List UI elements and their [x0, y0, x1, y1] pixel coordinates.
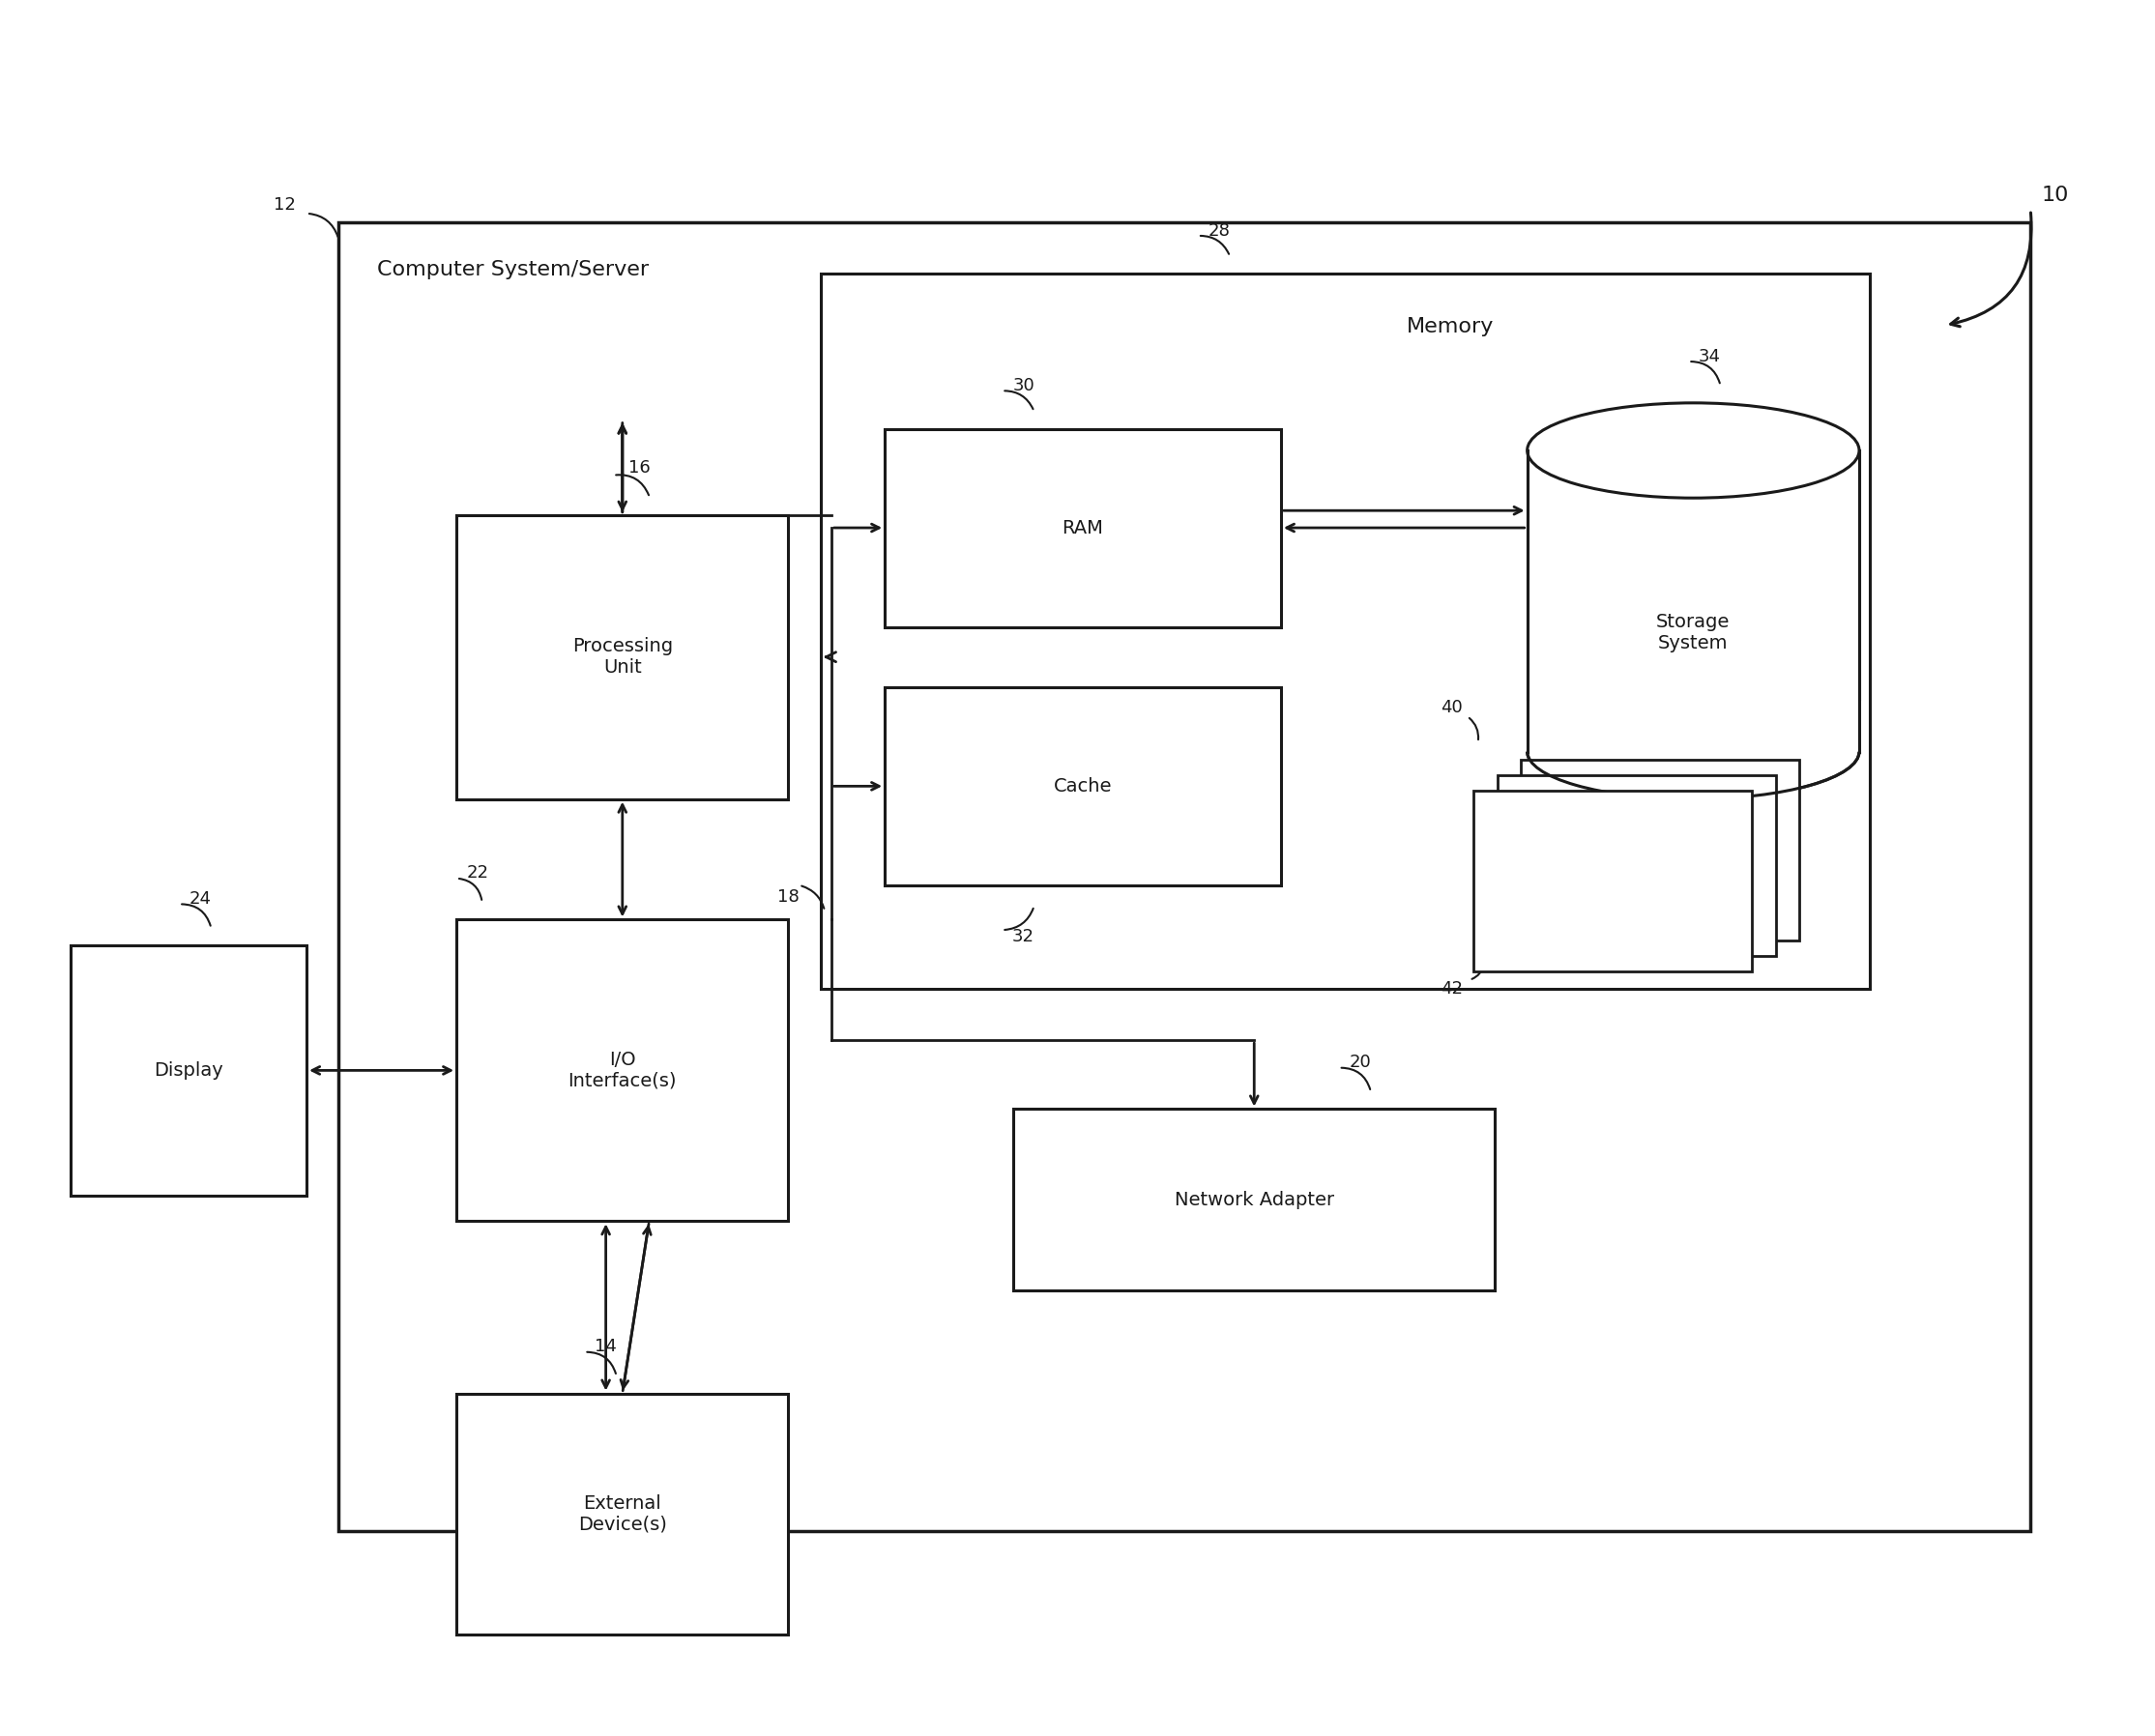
- Text: 40: 40: [1442, 700, 1463, 717]
- Text: 30: 30: [1013, 377, 1034, 394]
- Bar: [886, 687, 1280, 885]
- Text: 42: 42: [1442, 979, 1463, 998]
- Text: 10: 10: [2041, 186, 2069, 205]
- Text: Processing
Unit: Processing Unit: [571, 637, 672, 677]
- Text: 14: 14: [595, 1338, 616, 1356]
- Bar: [457, 1394, 789, 1635]
- Text: 18: 18: [778, 889, 800, 906]
- Text: 32: 32: [1013, 929, 1034, 946]
- Text: 24: 24: [190, 891, 211, 908]
- Text: 20: 20: [1349, 1054, 1371, 1071]
- Text: External
Device(s): External Device(s): [578, 1495, 666, 1535]
- Text: Display: Display: [153, 1061, 224, 1080]
- Bar: [1528, 450, 1860, 752]
- Ellipse shape: [1528, 705, 1860, 799]
- Text: Cache: Cache: [1054, 778, 1112, 795]
- Bar: [1521, 759, 1799, 941]
- Text: 16: 16: [627, 460, 651, 477]
- Bar: [338, 222, 2030, 1531]
- Text: I/O
Interface(s): I/O Interface(s): [569, 1050, 677, 1090]
- Text: 22: 22: [468, 865, 489, 882]
- Text: Network Adapter: Network Adapter: [1174, 1191, 1334, 1208]
- Text: Memory: Memory: [1407, 316, 1493, 337]
- Bar: [886, 429, 1280, 627]
- Bar: [821, 274, 1871, 988]
- Bar: [1498, 774, 1776, 957]
- Text: Storage
System: Storage System: [1657, 613, 1730, 653]
- Text: 34: 34: [1698, 347, 1722, 365]
- Text: Computer System/Server: Computer System/Server: [377, 260, 649, 279]
- Text: 12: 12: [274, 196, 295, 214]
- Bar: [457, 516, 789, 799]
- Ellipse shape: [1528, 403, 1860, 498]
- Text: 28: 28: [1209, 222, 1231, 240]
- Bar: [457, 920, 789, 1220]
- Bar: [1474, 790, 1752, 972]
- Bar: [71, 946, 306, 1196]
- Bar: [1524, 701, 1864, 752]
- Text: RAM: RAM: [1062, 519, 1103, 536]
- Bar: [1013, 1109, 1496, 1290]
